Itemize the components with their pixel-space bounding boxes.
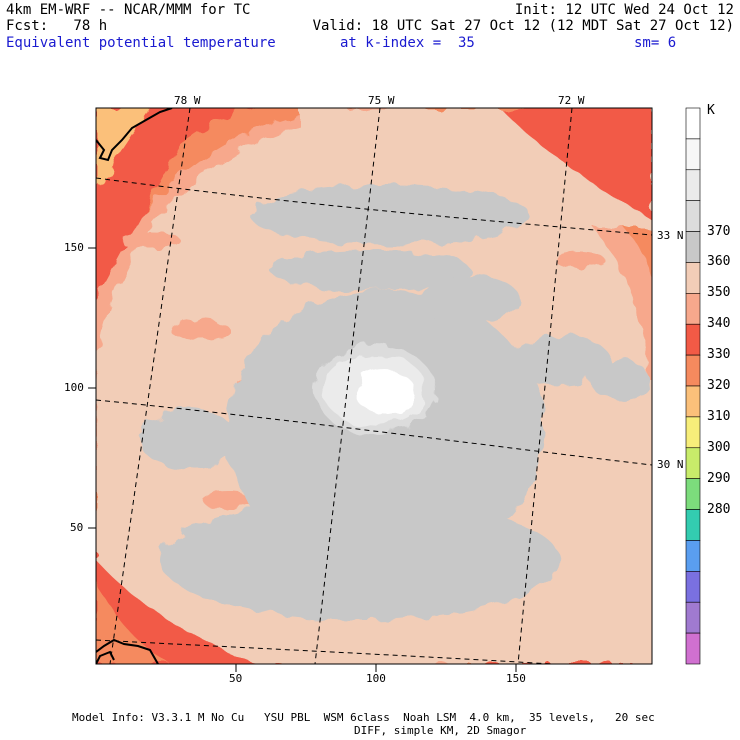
colorbar-swatch <box>685 571 701 603</box>
colorbar-swatch <box>685 323 701 356</box>
model-title: 4km EM-WRF -- NCAR/MMM for TC <box>6 2 251 18</box>
colorbar-swatch <box>685 478 701 510</box>
colorbar-label: 330 <box>707 347 731 363</box>
contour-fill <box>96 108 652 664</box>
colorbar-swatch <box>685 385 701 418</box>
colorbar-swatch <box>685 169 701 201</box>
valid-time: Valid: 18 UTC Sat 27 Oct 12 (12 MDT Sat … <box>312 18 734 34</box>
colorbar-swatch <box>685 262 701 294</box>
lat-label-30n: 30 N <box>657 458 684 471</box>
lon-label-72w: 72 W <box>558 94 585 107</box>
y-tick-150: 150 <box>64 241 84 254</box>
colorbar-swatch <box>685 447 701 479</box>
k-index-label: at k-index = 35 <box>340 35 475 51</box>
model-physics: DIFF, simple KM, 2D Smagor <box>354 724 527 737</box>
colorbar-swatch <box>685 601 701 634</box>
colorbar-label: 350 <box>707 285 731 301</box>
init-time: Init: 12 UTC Wed 24 Oct 12 <box>514 2 734 18</box>
y-tick-100: 100 <box>64 381 84 394</box>
colorbar-swatch <box>685 107 701 140</box>
lon-label-78w: 78 W <box>174 94 201 107</box>
colorbar <box>685 107 701 665</box>
colorbar-label: 290 <box>707 470 731 486</box>
x-tick-100: 100 <box>366 672 386 685</box>
lat-label-33n: 33 N <box>657 229 684 242</box>
colorbar-label: 370 <box>707 223 731 239</box>
colorbar-unit: K <box>707 103 715 118</box>
colorbar-label: 300 <box>707 439 731 455</box>
model-info: Model Info: V3.3.1 M No Cu YSU PBL WSM 6… <box>72 711 655 724</box>
colorbar-swatch <box>685 354 701 387</box>
smoothing-label: sm= 6 <box>634 35 677 51</box>
colorbar-swatch <box>685 231 701 263</box>
field-name: Equivalent potential temperature <box>6 35 276 51</box>
colorbar-label: 340 <box>707 316 731 332</box>
colorbar-label: 320 <box>707 378 731 393</box>
forecast-hour: Fcst: 78 h <box>6 18 108 34</box>
colorbar-swatch <box>685 200 701 232</box>
colorbar-swatch <box>685 416 701 449</box>
lon-label-75w: 75 W <box>368 94 395 107</box>
y-tick-50: 50 <box>70 521 84 534</box>
x-tick-150: 150 <box>506 672 526 685</box>
colorbar-label: 310 <box>707 408 731 424</box>
plot-frame <box>95 107 653 665</box>
colorbar-swatch <box>685 138 701 171</box>
colorbar-swatch <box>685 540 701 572</box>
x-tick-50: 50 <box>229 672 243 685</box>
colorbar-swatch <box>685 632 701 665</box>
colorbar-label: 360 <box>707 254 731 270</box>
colorbar-label: 280 <box>707 501 731 517</box>
colorbar-swatch <box>685 509 701 541</box>
colorbar-swatch <box>685 293 701 325</box>
